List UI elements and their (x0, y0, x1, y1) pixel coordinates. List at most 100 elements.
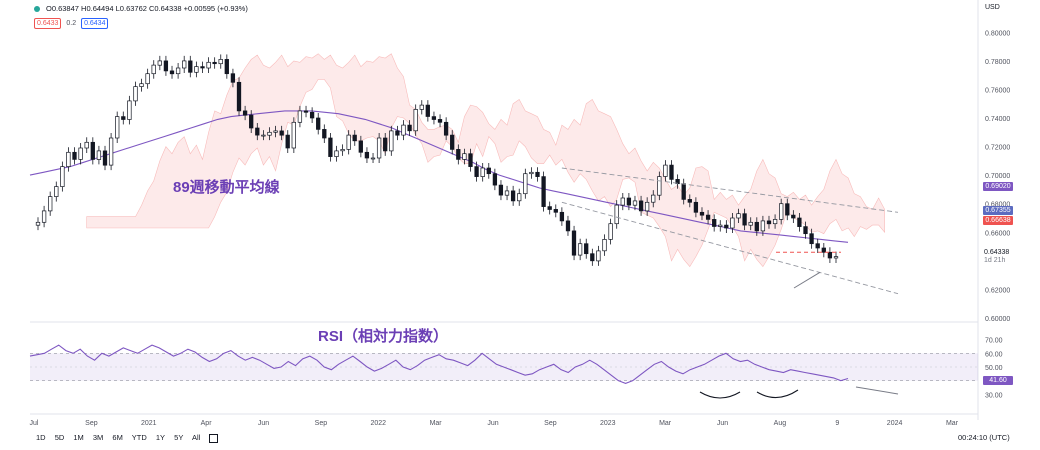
candle-body (577, 243, 583, 256)
candle-body (742, 213, 747, 226)
candle-body (517, 193, 522, 202)
candle-body (785, 203, 790, 216)
candle-body (547, 206, 552, 210)
candle-body (340, 149, 345, 152)
candle-body (322, 129, 327, 139)
range-all[interactable]: All (192, 433, 201, 442)
bar-countdown: 1d 21h (984, 257, 1006, 264)
candle-body (644, 201, 650, 212)
ma-annotation: 89週移動平均線 (173, 179, 280, 196)
symbol-status-icon (34, 6, 40, 13)
candle-body (389, 130, 394, 152)
candle-body (620, 197, 625, 206)
range-6m[interactable]: 6M (112, 433, 123, 442)
candle-body (431, 116, 437, 120)
candle-body (791, 214, 796, 219)
price-badge-ma: 0.69020 (983, 182, 1013, 191)
utc-clock[interactable]: 00:24:10 (UTC) (958, 433, 1010, 442)
range-1d[interactable]: 1D (36, 433, 46, 442)
candle-body (90, 141, 95, 160)
candle-body (72, 151, 77, 160)
candle-body (255, 127, 260, 136)
candle-body (529, 171, 534, 175)
price-axis-tick: 0.72000 (985, 145, 1010, 152)
indicator-chip-ichimoku[interactable]: 0.6433 (34, 18, 62, 29)
time-axis-tick: 9 (835, 420, 839, 427)
range-3m[interactable]: 3M (92, 433, 104, 442)
candle-body (705, 214, 711, 220)
candle-body (559, 211, 565, 222)
indicator-chip-param: 0.2 (66, 20, 77, 27)
candle-body (596, 250, 601, 262)
candle-body (535, 171, 540, 177)
date-range-calendar-icon[interactable] (209, 433, 219, 443)
candle-body (35, 221, 41, 226)
rsi-annotation: RSI（相対力指数） (318, 328, 449, 345)
candle-body (626, 197, 632, 206)
ohlc-legend: O0.63847 H0.64494 L0.63762 C0.64338 +0.0… (34, 4, 248, 13)
candle-body (736, 213, 741, 219)
range-1y[interactable]: 1Y (155, 433, 166, 442)
range-1m[interactable]: 1M (73, 433, 84, 442)
candle-body (346, 134, 351, 150)
candle-body (553, 209, 558, 213)
candle-body (127, 100, 132, 120)
candle-body (748, 221, 753, 226)
candle-body (638, 200, 644, 212)
candle-body (157, 60, 162, 66)
candle-body (754, 221, 759, 232)
candle-body (565, 220, 571, 232)
candle-body (657, 176, 662, 196)
time-axis-tick: Sep (544, 420, 557, 427)
candle-body (279, 130, 284, 136)
candle-body (632, 200, 638, 206)
candle-body (370, 157, 376, 160)
candle-body (175, 67, 181, 75)
candle-body (669, 164, 674, 180)
candle-body (352, 134, 357, 142)
candle-body (571, 230, 577, 256)
candle-body (492, 173, 498, 186)
candle-body (182, 60, 187, 69)
last-price-label: 0.64338 1d 21h (984, 249, 1009, 265)
candle-body (96, 150, 102, 160)
candle-body (212, 61, 217, 65)
price-badge-mid: 0.67355 (983, 206, 1013, 215)
currency-label[interactable]: USD (985, 4, 1000, 11)
candle-body (303, 110, 309, 113)
time-axis-tick: Mar (946, 420, 959, 427)
candle-body (200, 66, 205, 69)
candle-body (224, 59, 229, 75)
candle-body (169, 70, 175, 75)
time-axis-tick: Mar (430, 420, 443, 427)
candle-body (413, 109, 418, 132)
indicator-chip-envelope[interactable]: 0.6434 (81, 18, 109, 29)
time-axis-tick: Jul (30, 420, 39, 427)
candle-body (267, 131, 272, 136)
candle-body (66, 151, 71, 167)
candle-body (121, 116, 126, 120)
range-ytd[interactable]: YTD (131, 433, 147, 442)
candle-body (712, 219, 717, 227)
time-axis-tick: 2023 (600, 420, 616, 427)
candle-body (779, 203, 784, 220)
time-axis-tick: 2022 (371, 420, 387, 427)
rsi-arrow (855, 386, 899, 395)
candle-body (724, 224, 729, 229)
price-axis-tick: 0.74000 (985, 116, 1010, 123)
range-5d[interactable]: 5D (54, 433, 65, 442)
candle-body (498, 184, 504, 196)
candle-body (242, 110, 248, 116)
candle-body (699, 211, 705, 216)
candle-body (139, 83, 144, 87)
candle-body (474, 166, 479, 177)
candle-body (687, 199, 692, 203)
range-5y[interactable]: 5Y (174, 433, 184, 442)
candle-body (206, 61, 211, 69)
rsi-curve-annotation (699, 391, 741, 399)
candle-body (821, 247, 826, 253)
candle-body (681, 183, 686, 200)
candle-body (815, 243, 820, 249)
channel-lower-line (561, 201, 899, 295)
candle-body (809, 233, 814, 245)
